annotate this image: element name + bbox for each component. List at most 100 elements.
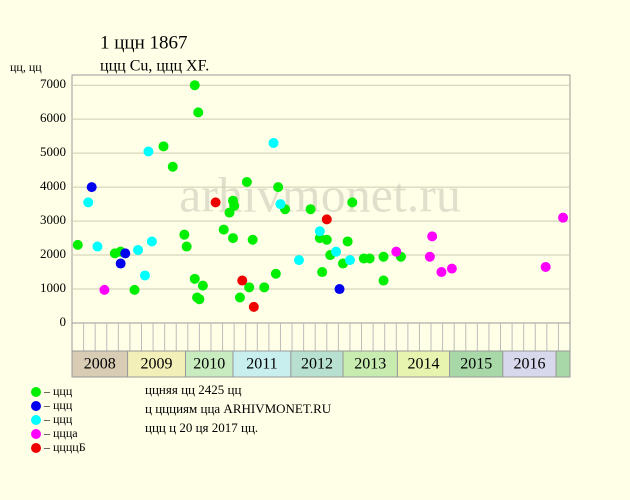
point (293, 255, 304, 266)
point (227, 233, 238, 244)
chart-title: 1 ццн 1867 (100, 32, 188, 53)
point (305, 204, 316, 215)
point (83, 197, 94, 208)
point (189, 273, 200, 284)
legend-label: – ццц (43, 398, 73, 412)
note: ццняя цц 2425 цц (145, 382, 241, 397)
year-band (555, 350, 571, 378)
point (115, 258, 126, 269)
year-label: 2012 (301, 356, 333, 373)
plot-area (71, 74, 571, 324)
point (347, 197, 358, 208)
legend-marker (31, 443, 41, 453)
year-label: 2008 (84, 356, 116, 373)
legend-marker (31, 387, 41, 397)
y-tick-label: 3000 (40, 212, 66, 227)
year-band (449, 350, 504, 378)
year-label: 2016 (513, 356, 545, 373)
point (129, 284, 140, 295)
year-band (71, 350, 129, 378)
point (247, 234, 258, 245)
point (237, 275, 248, 286)
point (139, 270, 150, 281)
point (158, 141, 169, 152)
point (378, 251, 389, 262)
y-tick-label: 1000 (40, 280, 66, 295)
year-band (342, 350, 398, 378)
point (321, 234, 332, 245)
point (72, 239, 83, 250)
point (314, 226, 325, 237)
point (120, 248, 131, 259)
point (181, 241, 192, 252)
point (133, 244, 144, 255)
legend-marker (31, 415, 41, 425)
year-label: 2009 (141, 356, 173, 373)
point (218, 224, 229, 235)
point (378, 275, 389, 286)
point (317, 267, 328, 278)
point (436, 267, 447, 278)
note: ц ццциям цца ARHIVMONET.RU (145, 401, 332, 416)
legend-marker (31, 429, 41, 439)
point (241, 177, 252, 188)
year-band (290, 350, 344, 378)
point (558, 212, 569, 223)
y-tick-label: 0 (60, 314, 67, 329)
point (334, 284, 345, 295)
month-band (71, 322, 571, 352)
point (197, 280, 208, 291)
point (229, 200, 240, 211)
point (244, 282, 255, 293)
year-band (127, 350, 186, 378)
legend-label: – ццц (43, 412, 73, 426)
year-band (232, 350, 292, 378)
year-label: 2015 (460, 356, 492, 373)
point (268, 137, 279, 148)
point (248, 301, 259, 312)
legend-label: – ццц (43, 384, 73, 398)
y-tick-label: 6000 (40, 110, 66, 125)
note: ццц ц 20 ця 2017 цц. (145, 420, 258, 435)
point (540, 261, 551, 272)
point (146, 236, 157, 247)
point (427, 231, 438, 242)
year-band (396, 350, 451, 378)
point (259, 282, 270, 293)
legend-marker (31, 401, 41, 411)
y-tick-label: 7000 (40, 76, 66, 91)
watermark: arhivmonet.ru (179, 166, 461, 222)
point (86, 182, 97, 193)
y-tick-label: 5000 (40, 144, 66, 159)
point (210, 197, 221, 208)
point (92, 241, 103, 252)
point (193, 107, 204, 118)
point (391, 246, 402, 257)
y-axis-label: цц, цц (10, 60, 42, 74)
point (342, 236, 353, 247)
year-label: 2013 (354, 356, 386, 373)
point (424, 251, 435, 262)
point (99, 284, 110, 295)
point (167, 161, 178, 172)
point (270, 268, 281, 279)
point (275, 199, 286, 210)
chart-subtitle: ццц Cu, ццц XF. (100, 58, 209, 75)
point (189, 80, 200, 91)
year-band (184, 350, 234, 378)
legend-label: – ццццБ (43, 440, 86, 454)
point (321, 214, 332, 225)
y-tick-label: 2000 (40, 246, 66, 261)
year-label: 2011 (246, 356, 277, 373)
point (234, 292, 245, 303)
point (143, 146, 154, 157)
point (273, 182, 284, 193)
year-label: 2014 (407, 356, 439, 373)
point (194, 294, 205, 305)
point (331, 246, 342, 257)
point (179, 229, 190, 240)
year-label: 2010 (193, 356, 225, 373)
point (446, 263, 457, 274)
